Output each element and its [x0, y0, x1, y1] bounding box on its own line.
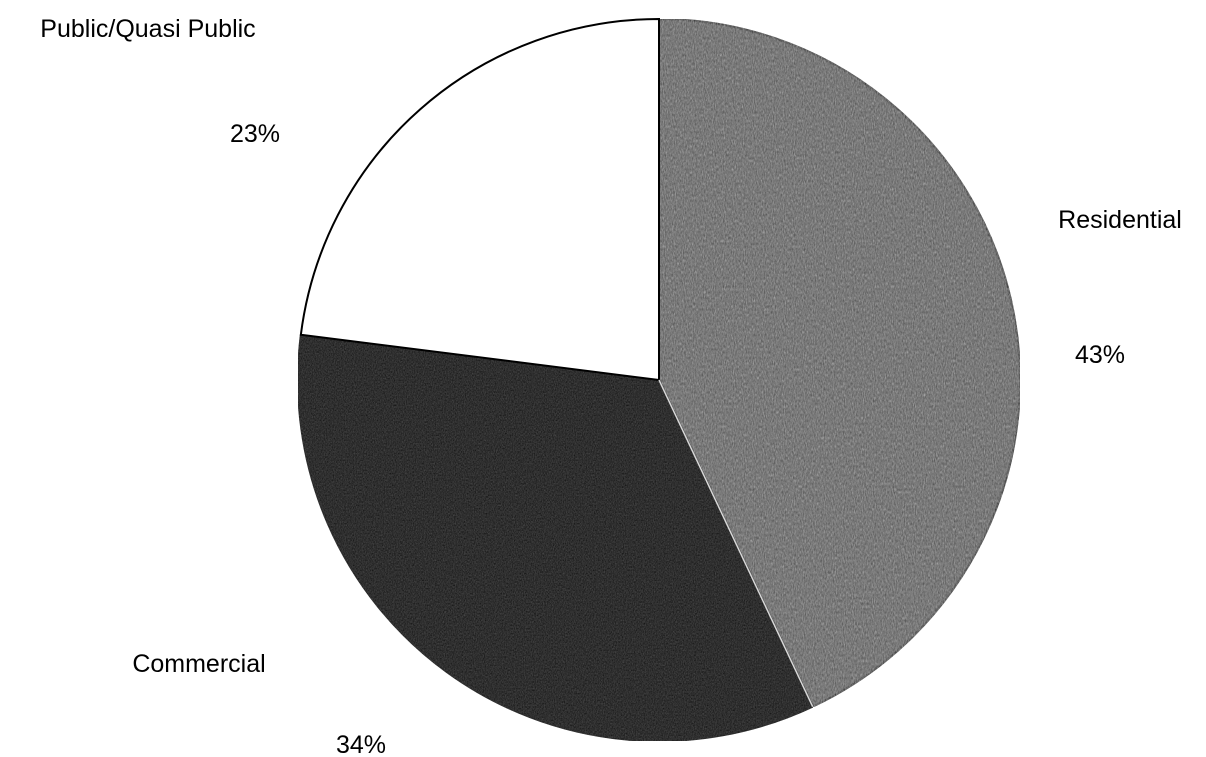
slice-label-residential: Residential	[1058, 206, 1182, 234]
pie-slice-public-quasi-public	[299, 17, 660, 382]
slice-percent-residential: 43%	[1075, 341, 1125, 369]
slice-separator	[658, 379, 814, 707]
slice-percent-public-quasi-public: 23%	[230, 120, 280, 148]
pie-slice-residential	[658, 17, 1021, 708]
slice-label-public-quasi-public: Public/Quasi Public	[40, 15, 255, 43]
slice-label-commercial: Commercial	[132, 650, 265, 678]
slice-percent-commercial: 34%	[336, 731, 386, 757]
pie-slice-commercial	[297, 333, 815, 742]
